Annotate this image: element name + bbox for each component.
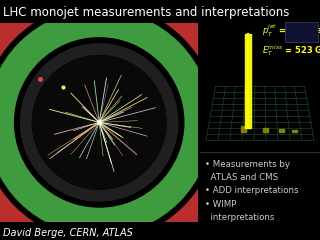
Wedge shape: [231, 186, 267, 230]
Text: LHC monojet measurements and interpretations: LHC monojet measurements and interpretat…: [3, 6, 290, 19]
Wedge shape: [195, 229, 237, 240]
Wedge shape: [0, 0, 4, 16]
Wedge shape: [206, 0, 247, 27]
Text: • ADD interpretations: • ADD interpretations: [205, 186, 298, 195]
Wedge shape: [32, 55, 167, 190]
Wedge shape: [254, 137, 281, 179]
Text: $E_T^{miss}$ = 523 GeV: $E_T^{miss}$ = 523 GeV: [262, 43, 320, 58]
Wedge shape: [20, 43, 179, 202]
FancyBboxPatch shape: [285, 22, 318, 42]
Text: ATLAS and CMS: ATLAS and CMS: [205, 173, 278, 182]
Text: David Berge, CERN, ATLAS: David Berge, CERN, ATLAS: [3, 228, 133, 238]
Wedge shape: [258, 81, 282, 122]
Wedge shape: [239, 28, 273, 72]
Wedge shape: [0, 9, 212, 235]
Text: $p_T^{jet}$ = 602 GeV: $p_T^{jet}$ = 602 GeV: [262, 23, 320, 39]
Text: • Measurements by: • Measurements by: [205, 160, 290, 168]
Text: • WIMP: • WIMP: [205, 200, 236, 209]
Wedge shape: [0, 0, 254, 240]
Text: interpretations: interpretations: [205, 213, 274, 222]
